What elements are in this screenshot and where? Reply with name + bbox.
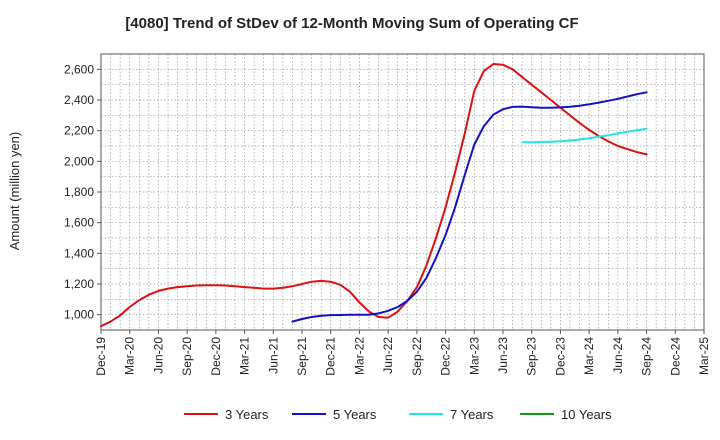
y-tick-label: 1,200 <box>64 277 94 291</box>
x-tick-label: Jun-22 <box>381 337 395 374</box>
y-tick-label: 1,600 <box>64 216 94 230</box>
legend-label: 7 Years <box>450 407 494 422</box>
x-tick-label: Mar-24 <box>582 337 596 375</box>
x-tick-label: Mar-22 <box>352 337 366 375</box>
y-tick-label: 2,000 <box>64 154 94 168</box>
x-tick-label: Jun-23 <box>496 337 510 374</box>
y-tick-label: 2,200 <box>64 124 94 138</box>
legend: 3 Years 5 Years 7 Years 10 Years <box>184 407 612 422</box>
x-tick-label: Jun-20 <box>151 337 165 374</box>
x-tick-label: Dec-23 <box>553 337 567 376</box>
x-tick-label: Dec-19 <box>94 337 108 376</box>
x-tick-label: Dec-20 <box>209 337 223 376</box>
x-tick-label: Dec-24 <box>668 337 682 376</box>
y-tick-label: 2,600 <box>64 62 94 76</box>
x-tick-label: Mar-23 <box>467 337 481 375</box>
legend-label: 5 Years <box>333 407 377 422</box>
y-tick-label: 1,400 <box>64 246 94 260</box>
x-tick-label: Sep-21 <box>295 337 309 376</box>
series-line-7-years <box>521 127 648 144</box>
legend-label: 10 Years <box>561 407 612 422</box>
x-tick-label: Mar-20 <box>123 337 137 375</box>
y-tick-label: 2,400 <box>64 93 94 107</box>
plot-area: 1,000 1,200 1,400 1,600 1,800 2,000 2,200 2,400… <box>64 53 711 376</box>
x-tick-label: Dec-21 <box>324 337 338 376</box>
x-tick-label: Mar-25 <box>697 337 711 375</box>
x-tick-label: Jun-21 <box>266 337 280 374</box>
x-tick-label: Dec-22 <box>439 337 453 376</box>
series-line-5-years <box>291 91 648 323</box>
x-tick-label: Sep-22 <box>410 337 424 376</box>
y-tick-label: 1,800 <box>64 185 94 199</box>
x-tick-label: Sep-24 <box>640 337 654 376</box>
y-axis-label: Amount (million yen) <box>7 132 22 251</box>
x-tick-label: Mar-21 <box>238 337 252 375</box>
x-tick-label: Jun-24 <box>611 337 625 374</box>
x-tick-label: Sep-20 <box>180 337 194 376</box>
legend-label: 3 Years <box>225 407 269 422</box>
y-tick-label: 1,000 <box>64 308 94 322</box>
x-tick-label: Sep-23 <box>525 337 539 376</box>
chart-title: [4080] Trend of StDev of 12-Month Moving… <box>125 15 578 32</box>
